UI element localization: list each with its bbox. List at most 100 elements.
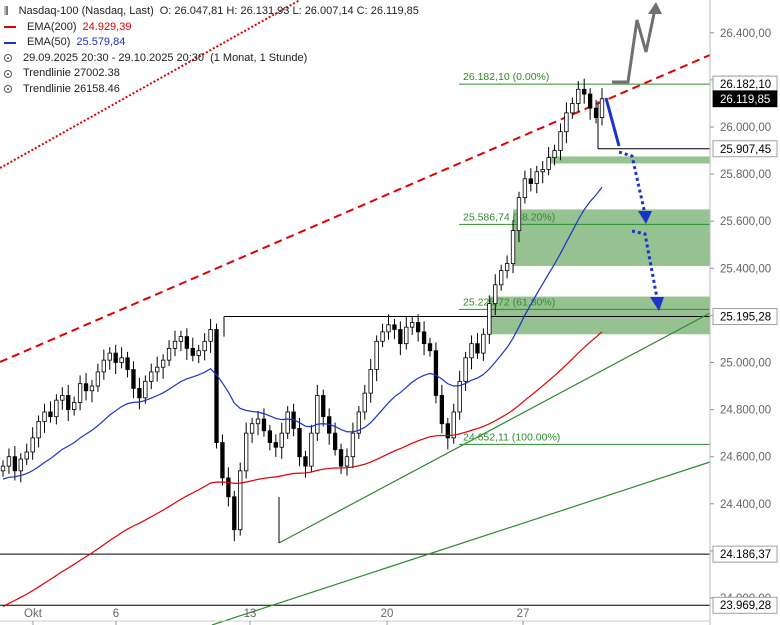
legend-ema50-row[interactable]: EMA(50) 25.579,84 xyxy=(4,35,419,51)
candle-body xyxy=(593,107,599,118)
moving-averages xyxy=(2,186,603,608)
candle-body xyxy=(374,340,379,370)
legend-period-row: 29.09.2025 20:30 - 29.10.2025 20:30 (1 M… xyxy=(4,51,419,67)
price-box xyxy=(712,90,778,108)
x-tick-label: 27 xyxy=(517,608,530,620)
price-box-label: 26.119,85 xyxy=(720,94,770,106)
candle-body xyxy=(30,437,35,453)
arrow-head xyxy=(638,211,652,224)
candle-body xyxy=(528,178,533,184)
candle-body xyxy=(522,178,528,199)
x-tick-label: 13 xyxy=(244,608,257,620)
candle-body xyxy=(279,432,284,448)
y-tick-label: 25.400,00 xyxy=(720,263,771,275)
legend-trendline1-row[interactable]: Trendlinie 27002.38 xyxy=(4,66,419,82)
candle-body xyxy=(143,380,148,399)
ema50-label: EMA(50) xyxy=(27,36,71,48)
candle-body xyxy=(178,336,184,342)
candle-body xyxy=(315,395,320,434)
candle-body xyxy=(232,496,237,531)
candle-body xyxy=(267,430,273,443)
candle-body xyxy=(42,411,47,422)
retracement-zone xyxy=(490,296,710,335)
price-box xyxy=(712,308,778,325)
y-tick-label: 26.400,00 xyxy=(720,28,771,40)
fib-level-label: 24.652,11 (100.00%) xyxy=(463,431,560,443)
legend-ema200-row[interactable]: EMA(200) 24.929,39 xyxy=(4,20,419,36)
y-tick-label: 25.800,00 xyxy=(720,169,771,181)
candle-body xyxy=(89,385,95,392)
candle-body xyxy=(356,411,362,434)
candle-body xyxy=(137,388,142,399)
price-box-label: 23.969,28 xyxy=(720,600,771,612)
ema200-label: EMA(200) xyxy=(27,20,77,33)
candlestick-icon: ⫼ xyxy=(4,6,9,17)
y-tick-label: 25.600,00 xyxy=(720,216,771,228)
trendline-icon xyxy=(4,85,12,94)
candle-body xyxy=(321,395,326,418)
candle-body xyxy=(457,380,462,413)
candle-body xyxy=(499,270,504,286)
candle-body xyxy=(101,359,106,373)
candle-body xyxy=(95,371,101,387)
candle-body xyxy=(226,477,231,498)
candle-body xyxy=(493,284,498,305)
candle-body xyxy=(48,411,53,418)
period-range: 29.09.2025 20:30 - 29.10.2025 20:30 xyxy=(23,51,205,64)
candle-body xyxy=(463,357,468,382)
candle-body xyxy=(552,150,557,159)
drop-arrow-dotted-1 xyxy=(618,150,647,215)
candle-body xyxy=(6,456,12,467)
candle-body xyxy=(18,458,23,472)
period-detail: (1 Monat, 1 Stunde) xyxy=(210,51,308,64)
legend-trendline2-row[interactable]: Trendlinie 26158.46 xyxy=(4,82,419,98)
candle-body xyxy=(546,157,551,170)
retracement-zone xyxy=(548,156,710,164)
fib-level-label: 25.225,72 (61.80%) xyxy=(463,296,555,308)
candle-body xyxy=(558,131,563,151)
candle-body xyxy=(202,340,207,352)
clock-icon xyxy=(4,54,12,63)
candle-body xyxy=(83,383,89,392)
candle-body xyxy=(297,428,302,458)
candle-body xyxy=(149,371,154,382)
candle-body xyxy=(344,456,350,467)
candle-body xyxy=(0,465,6,472)
candle-body xyxy=(469,343,474,359)
candle-body xyxy=(119,357,124,363)
candle-body xyxy=(516,197,522,232)
ema200-swatch xyxy=(4,26,16,29)
candle-body xyxy=(475,343,480,354)
candle-body xyxy=(36,420,41,439)
candle-body xyxy=(273,442,278,448)
candle-body xyxy=(77,383,83,403)
candle-body xyxy=(214,329,219,443)
candle-body xyxy=(445,423,450,439)
upper-channel-dotted xyxy=(0,0,301,169)
ema200-value: 24.929,39 xyxy=(82,20,132,33)
fib-level-label: 26.182,10 (0.00%) xyxy=(463,71,549,83)
candle-body xyxy=(451,411,456,439)
candle-body xyxy=(303,456,308,467)
candle-body xyxy=(582,88,587,95)
candle-body xyxy=(190,347,195,356)
candle-body xyxy=(184,336,190,349)
candle-body xyxy=(72,402,77,411)
candle-body xyxy=(208,329,213,342)
drop-arrow-dotted-2 xyxy=(631,229,659,299)
y-tick-label: 24.800,00 xyxy=(720,405,771,417)
candle-body xyxy=(338,449,344,467)
candle-body xyxy=(261,418,267,432)
trendline-icon xyxy=(4,69,12,78)
ohlc-values: O: 26.047,81 H: 26.131,93 L: 26.007,14 C… xyxy=(159,5,419,17)
candle-body xyxy=(166,347,172,361)
candle-body xyxy=(131,369,136,389)
candle-body xyxy=(125,357,130,370)
candle-body xyxy=(421,331,427,345)
candle-body xyxy=(172,340,178,349)
y-tick-label: 25.000,00 xyxy=(720,358,771,370)
chart-legend: ⫼ Nasdaq-100 (Nasdaq, Last) O: 26.047,81… xyxy=(4,4,419,97)
candle-body xyxy=(487,303,492,335)
